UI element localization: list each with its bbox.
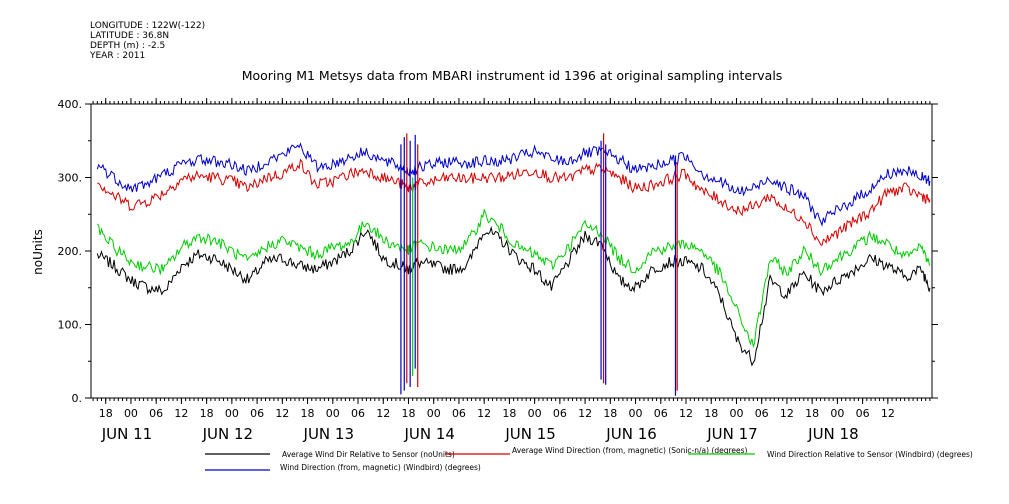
x-hour-label: 18 xyxy=(805,407,819,420)
x-hour-label: 12 xyxy=(275,407,289,420)
x-hour-label: 00 xyxy=(629,407,643,420)
x-hour-label: 12 xyxy=(881,407,895,420)
x-hour-label: 18 xyxy=(200,407,214,420)
legend-label-1: Average Wind Dir Relative to Sensor (noU… xyxy=(282,450,455,459)
x-hour-label: 12 xyxy=(477,407,491,420)
series-line-1 xyxy=(96,225,931,367)
x-hour-label: 18 xyxy=(603,407,617,420)
legend: Average Wind Dir Relative to Sensor (noU… xyxy=(205,446,973,472)
x-hour-label: 18 xyxy=(502,407,516,420)
y-tick-label: 300. xyxy=(58,172,83,185)
x-day-label: JUN 17 xyxy=(706,425,757,443)
x-hour-label: 00 xyxy=(124,407,138,420)
x-hour-label: 18 xyxy=(401,407,415,420)
metadata-block: LONGITUDE : 122W(-122) LATITUDE : 36.8N … xyxy=(90,21,205,61)
x-day-label: JUN 12 xyxy=(202,425,253,443)
longitude-label: LONGITUDE : 122W(-122) xyxy=(90,21,206,31)
x-hour-label: 00 xyxy=(225,407,239,420)
latitude-label: LATITUDE : 36.8N xyxy=(90,31,170,41)
x-day-label: JUN 11 xyxy=(101,425,152,443)
x-day-label: JUN 18 xyxy=(807,425,858,443)
x-hour-label: 12 xyxy=(578,407,592,420)
axes: 0. 100. 200. 300. 400. 18 00 06 12 18 00 06 12 18 00 06… xyxy=(58,98,938,443)
x-day-label: JUN 13 xyxy=(303,425,354,443)
x-hour-label: 18 xyxy=(301,407,315,420)
x-hour-label: 06 xyxy=(755,407,769,420)
x-hour-label: 06 xyxy=(553,407,567,420)
series-line-4 xyxy=(96,142,931,227)
y-tick-label: 400. xyxy=(58,98,83,111)
x-hour-label: 00 xyxy=(729,407,743,420)
y-tick-label: 200. xyxy=(58,245,83,258)
plot-area xyxy=(96,133,931,396)
series-line-3 xyxy=(96,208,931,349)
x-hour-label: 00 xyxy=(830,407,844,420)
x-day-label: JUN 16 xyxy=(605,425,656,443)
legend-label-2: Average Wind Direction (from, magnetic) … xyxy=(512,446,748,455)
chart-title: Mooring M1 Metsys data from MBARI instru… xyxy=(242,68,783,83)
x-day-label: JUN 14 xyxy=(403,425,454,443)
x-hour-label: 18 xyxy=(99,407,113,420)
x-hour-label: 06 xyxy=(250,407,264,420)
x-hour-label: 06 xyxy=(149,407,163,420)
x-day-label: JUN 15 xyxy=(504,425,555,443)
x-hour-label: 12 xyxy=(780,407,794,420)
year-label: YEAR : 2011 xyxy=(90,51,146,61)
y-tick-label: 0. xyxy=(72,392,83,405)
legend-label-3: Wind Direction Relative to Sensor (Windb… xyxy=(767,450,973,459)
x-hour-label: 00 xyxy=(528,407,542,420)
depth-label: DEPTH (m) : -2.5 xyxy=(90,41,166,51)
x-hour-label: 06 xyxy=(654,407,668,420)
legend-label-4: Wind Direction (from, magnetic) (Windbir… xyxy=(280,463,481,472)
x-hour-label: 18 xyxy=(704,407,718,420)
x-hour-label: 12 xyxy=(376,407,390,420)
y-tick-label: 100. xyxy=(58,319,83,332)
series-line-2 xyxy=(97,158,931,247)
x-hour-label: 06 xyxy=(856,407,870,420)
x-hour-label: 12 xyxy=(174,407,188,420)
x-hour-label: 00 xyxy=(326,407,340,420)
x-hour-label: 06 xyxy=(452,407,466,420)
x-hour-label: 12 xyxy=(679,407,693,420)
y-axis-label: noUnits xyxy=(31,229,45,275)
x-hour-label: 00 xyxy=(427,407,441,420)
x-hour-label: 06 xyxy=(351,407,365,420)
